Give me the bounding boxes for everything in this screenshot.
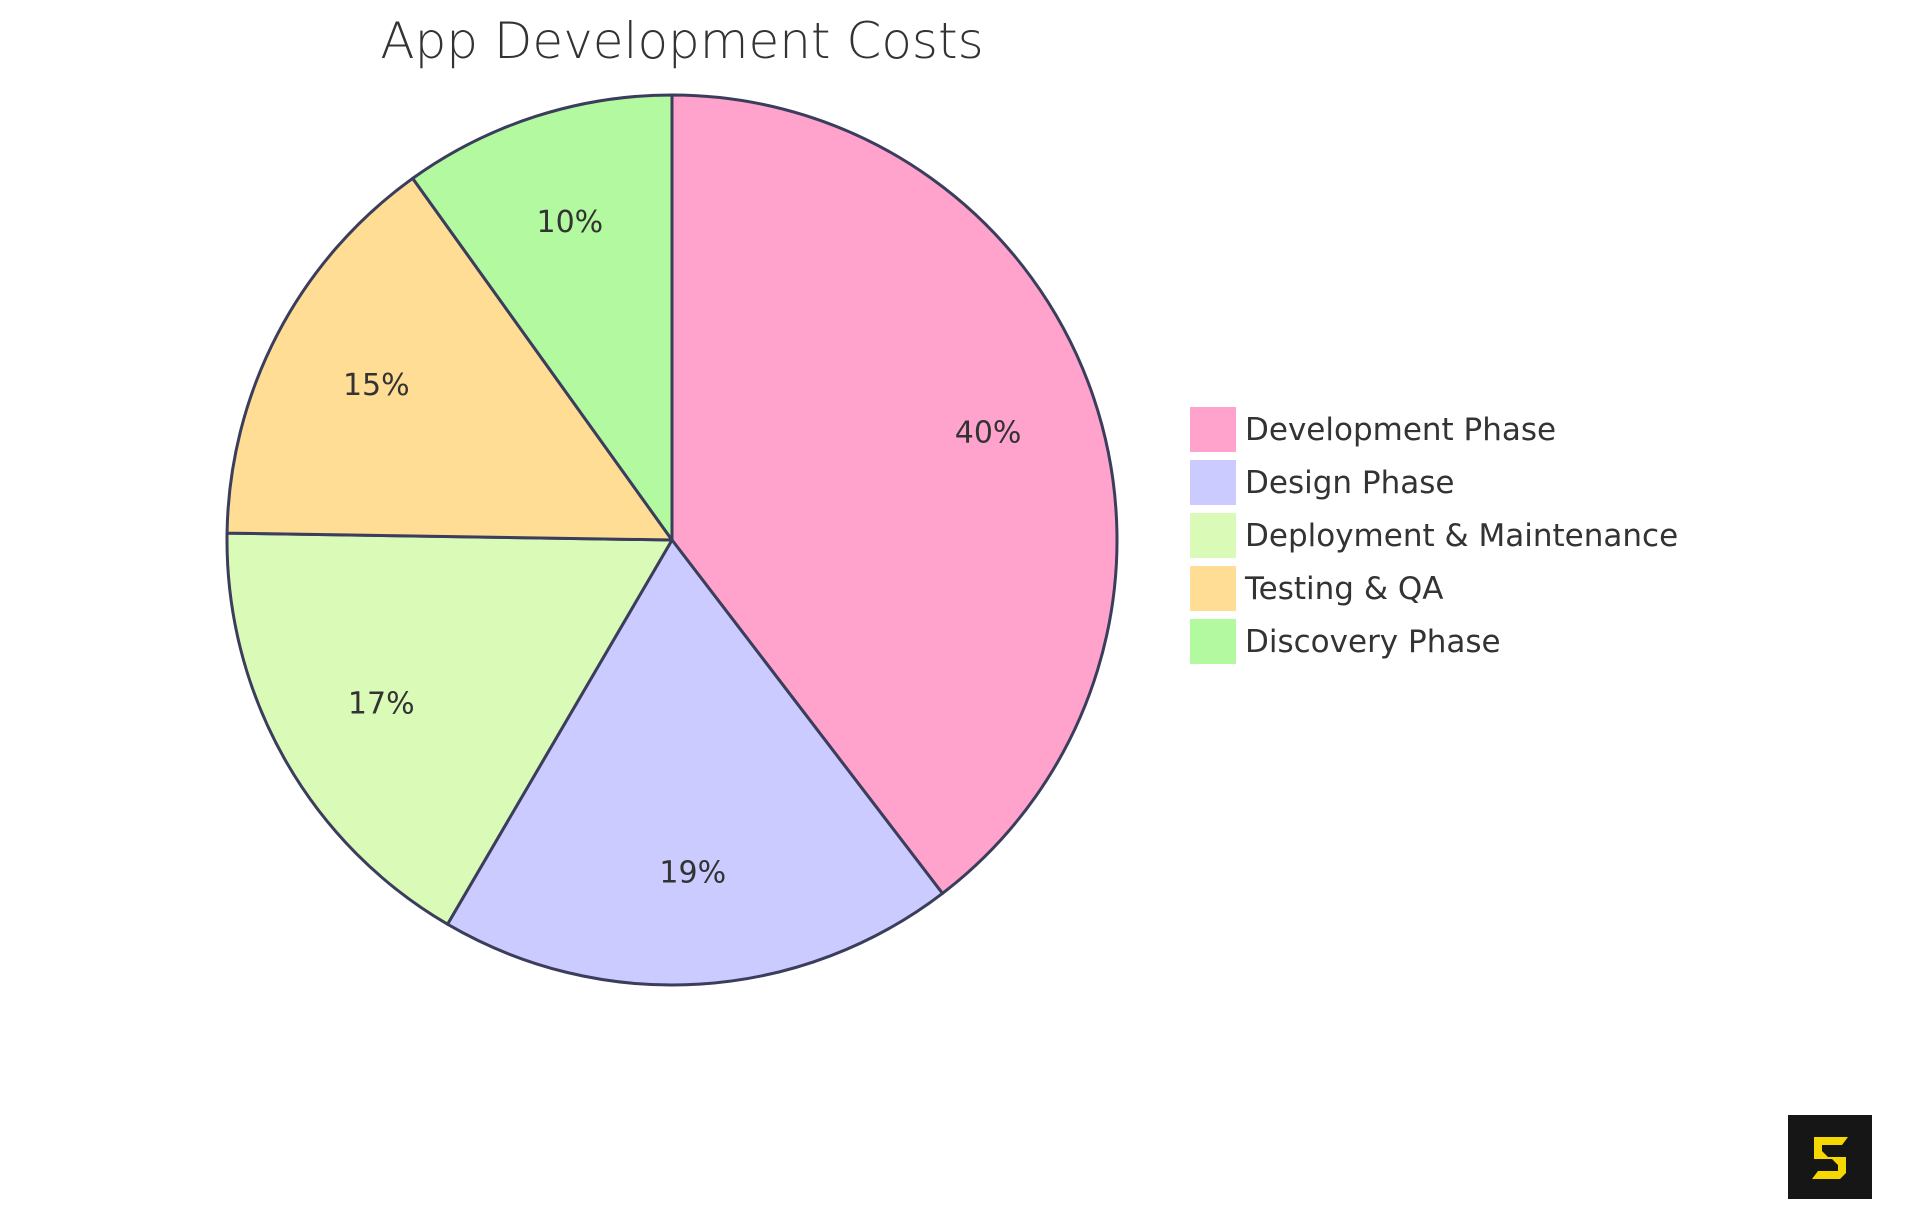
- legend-swatch: [1190, 566, 1236, 611]
- legend-swatch: [1190, 513, 1236, 558]
- brand-logo: [1788, 1115, 1872, 1199]
- slice-label-design: 19%: [659, 856, 726, 891]
- legend-item-discovery: Discovery Phase: [1190, 619, 1678, 664]
- pie-slice-testing: [225, 176, 674, 542]
- legend-label: Discovery Phase: [1245, 623, 1501, 660]
- slice-label-discovery: 10%: [537, 205, 604, 240]
- pie-slice-development: [670, 93, 1119, 895]
- legend-item-deployment: Deployment & Maintenance: [1190, 513, 1678, 558]
- legend-item-testing: Testing & QA: [1190, 566, 1678, 611]
- slice-label-testing: 15%: [343, 368, 410, 403]
- legend-item-development: Development Phase: [1190, 407, 1678, 452]
- legend-item-design: Design Phase: [1190, 460, 1678, 505]
- legend-swatch: [1190, 460, 1236, 505]
- pie-slice-discovery: [411, 93, 674, 542]
- chart-title: App Development Costs: [380, 12, 984, 70]
- legend-label: Testing & QA: [1245, 570, 1444, 607]
- legend-label: Design Phase: [1245, 464, 1455, 501]
- legend-swatch: [1190, 407, 1236, 452]
- legend-label: Development Phase: [1245, 411, 1557, 448]
- pie-slice-design: [446, 538, 944, 987]
- pie-slice-deployment: [225, 531, 674, 926]
- s-logo-icon: [1812, 1137, 1848, 1179]
- legend: Development Phase Design Phase Deploymen…: [1190, 407, 1678, 672]
- legend-swatch: [1190, 619, 1236, 664]
- slice-label-development: 40%: [955, 415, 1022, 450]
- legend-label: Deployment & Maintenance: [1245, 517, 1679, 554]
- slice-label-deployment: 17%: [348, 686, 415, 721]
